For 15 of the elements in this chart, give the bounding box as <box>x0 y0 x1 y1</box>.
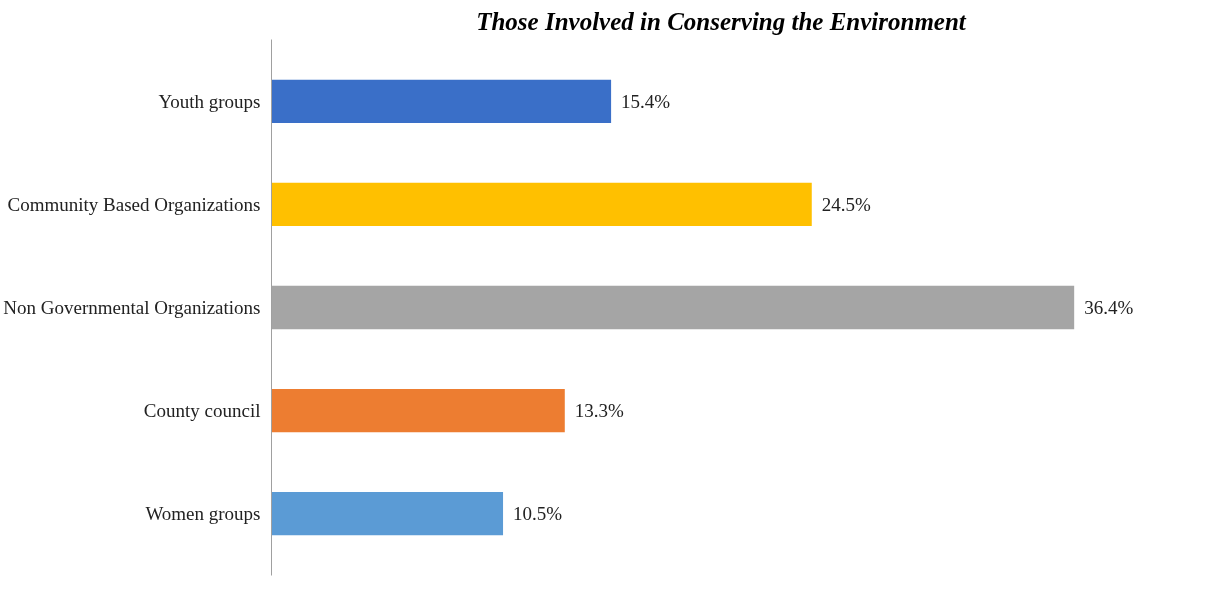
bar <box>271 79 612 123</box>
y-tick-label: Women groups <box>145 503 261 525</box>
data-label: 10.5% <box>513 503 563 525</box>
data-label: 36.4% <box>1084 297 1134 318</box>
data-label: 15.4% <box>621 90 671 112</box>
bar <box>271 492 504 536</box>
data-label: 24.5% <box>821 193 872 215</box>
chart-title: Those Involved in Conserving the Environment <box>476 7 967 35</box>
bar <box>271 388 565 433</box>
y-tick-label: Youth groups <box>158 90 261 112</box>
y-tick-label: Non Governmental Organizations <box>3 297 261 318</box>
y-tick-label: County council <box>143 400 261 422</box>
bar <box>271 182 812 227</box>
y-tick-label: Community Based Organizations <box>7 193 261 215</box>
data-label: 13.3% <box>574 400 625 422</box>
